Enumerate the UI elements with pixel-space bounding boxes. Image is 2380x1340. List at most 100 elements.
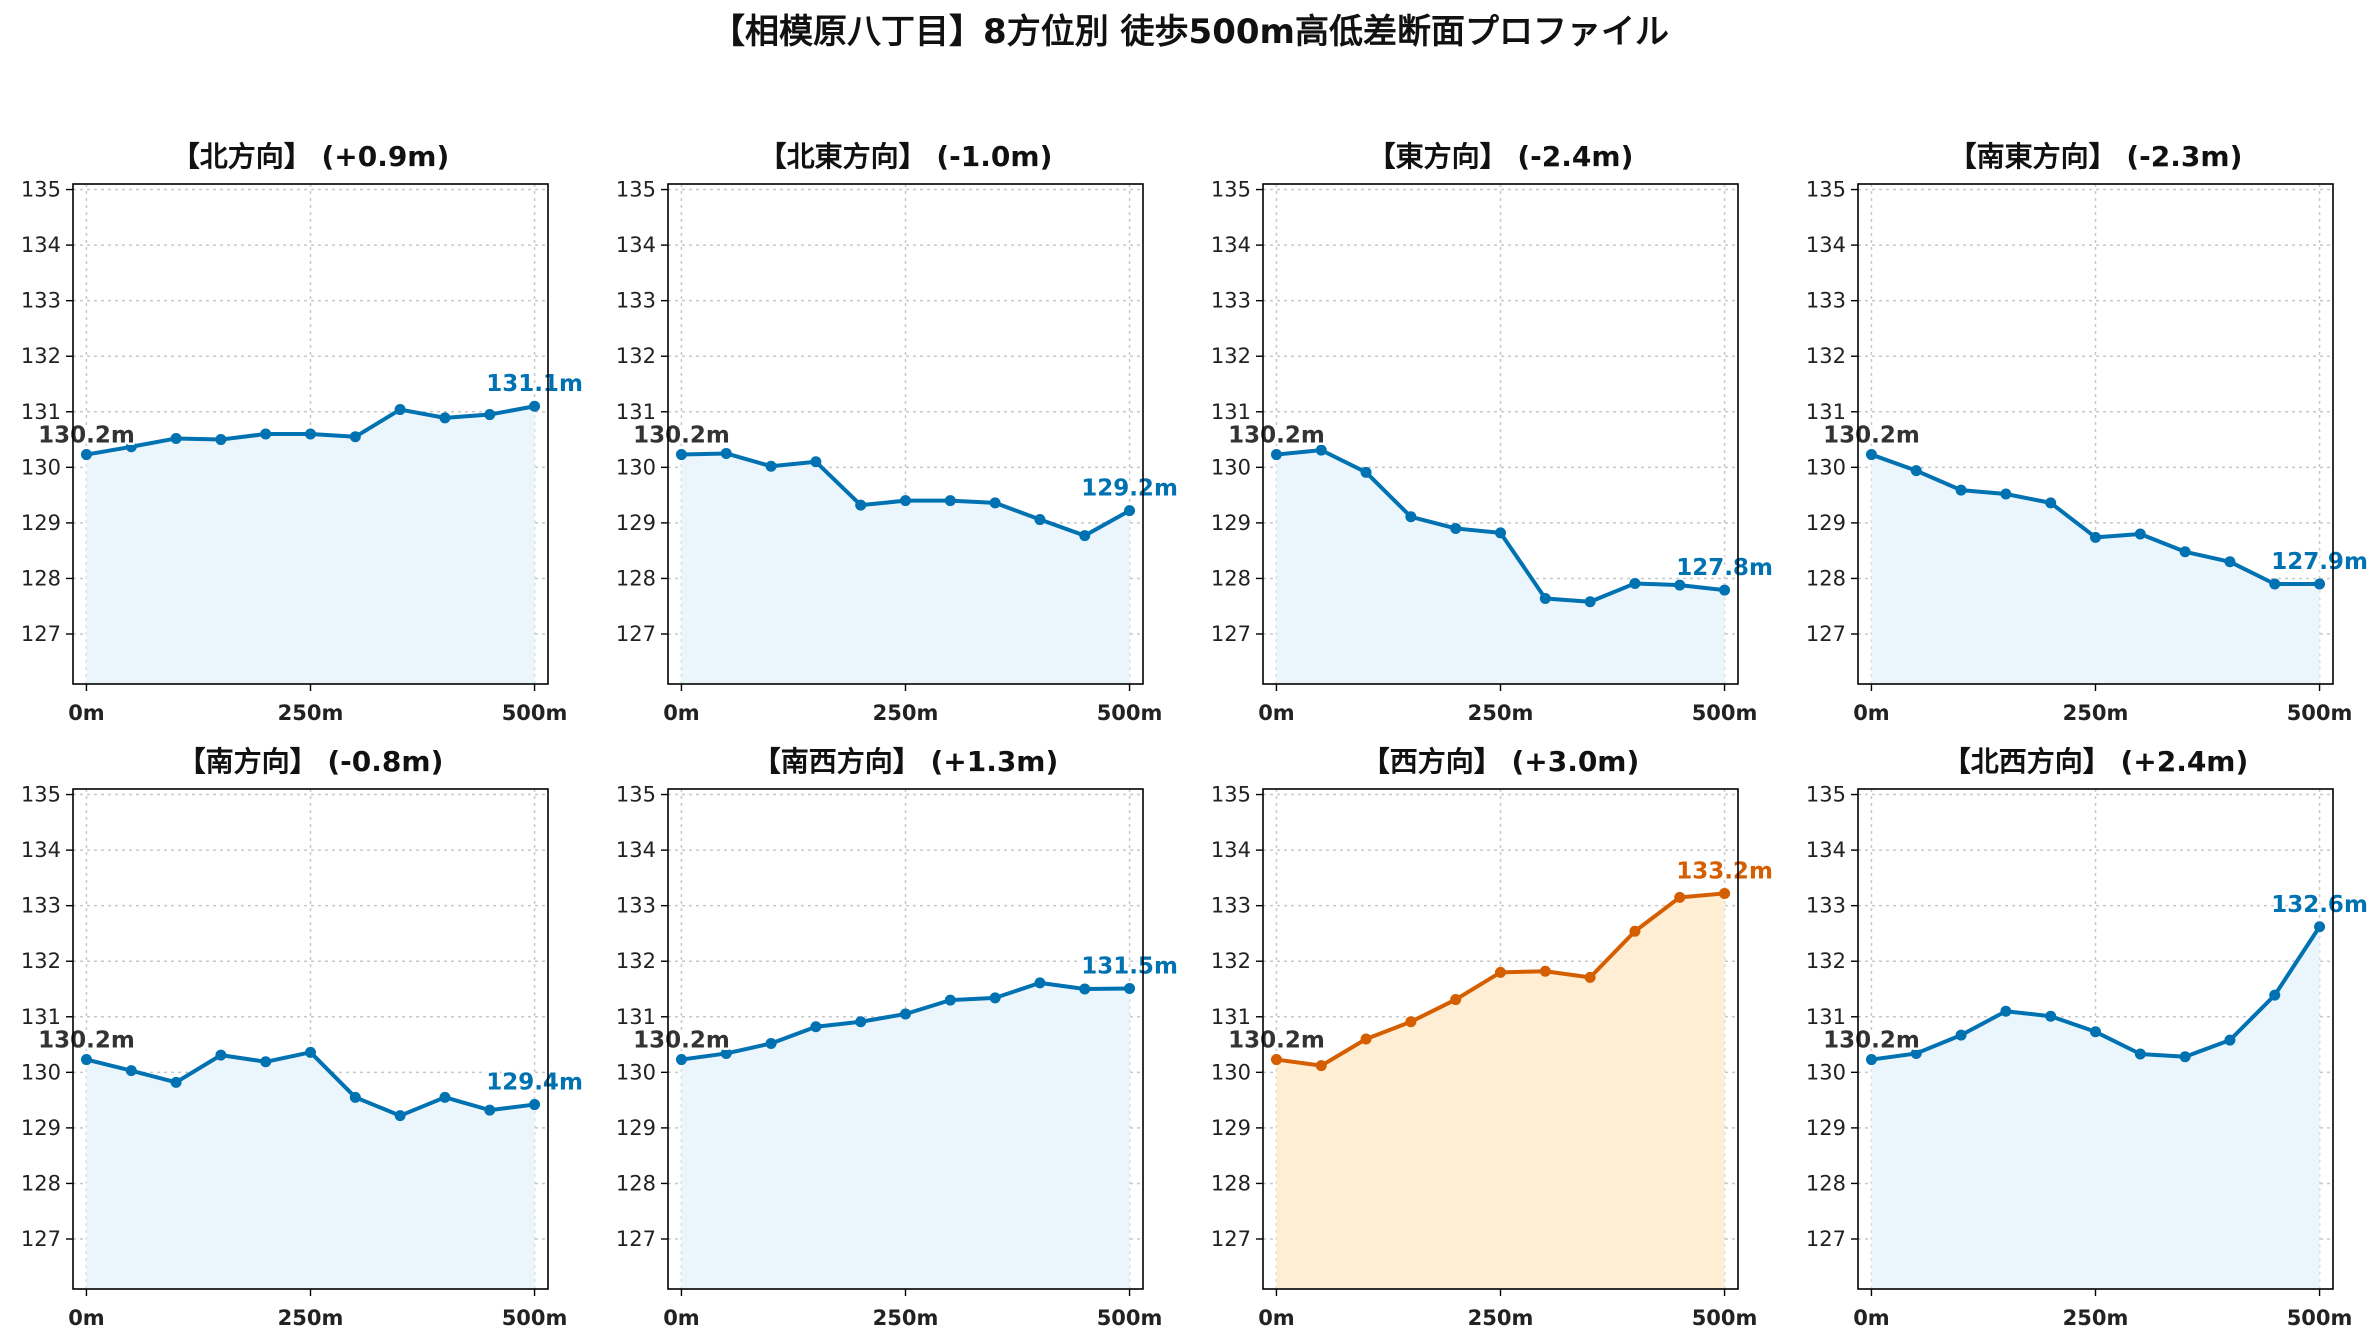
- y-tick-label: 129: [21, 1116, 61, 1140]
- x-tick-label: 0m: [1853, 701, 1890, 725]
- data-point: [1629, 577, 1641, 589]
- data-point: [1315, 1060, 1327, 1072]
- y-tick-label: 128: [1806, 566, 1846, 590]
- data-point: [305, 428, 316, 440]
- y-tick-label: 133: [21, 289, 61, 313]
- y-tick-label: 133: [616, 894, 656, 918]
- start-elevation-label: 130.2m: [1823, 423, 1920, 449]
- y-tick-label: 135: [616, 783, 656, 807]
- elevation-area: [86, 1052, 535, 1289]
- data-point: [2000, 488, 2012, 500]
- data-point: [1405, 511, 1417, 523]
- data-point: [855, 1016, 867, 1028]
- elevation-area: [86, 406, 535, 684]
- data-point: [2090, 1026, 2101, 1038]
- x-tick-label: 0m: [1258, 1306, 1295, 1330]
- data-point: [1450, 522, 1462, 534]
- subplot-8: 【北西方向】 (+2.4m) 130.2m 132.6m 127 128 129 130 13…: [1806, 745, 2371, 1330]
- y-tick-label: 134: [21, 838, 61, 862]
- data-point: [1079, 530, 1091, 542]
- elevation-area: [681, 453, 1130, 684]
- elevation-area: [681, 982, 1130, 1289]
- y-tick-label: 127: [1211, 1227, 1251, 1251]
- data-point: [675, 449, 687, 461]
- y-tick-label: 130: [1806, 455, 1846, 479]
- data-point: [989, 497, 1001, 509]
- y-tick-label: 129: [21, 511, 61, 535]
- data-point: [1079, 983, 1091, 995]
- data-point: [215, 434, 227, 446]
- y-tick-label: 135: [1211, 783, 1251, 807]
- x-tick-label: 0m: [663, 1306, 700, 1330]
- data-point: [1865, 1054, 1877, 1066]
- y-tick-label: 130: [21, 1060, 61, 1084]
- data-point: [2314, 921, 2326, 933]
- y-tick-label: 128: [21, 1171, 61, 1195]
- end-elevation-label: 127.8m: [1676, 555, 1773, 581]
- x-tick-label: 500m: [502, 701, 568, 725]
- data-point: [349, 1091, 361, 1103]
- data-point: [1450, 994, 1462, 1006]
- y-tick-label: 130: [1211, 1060, 1251, 1084]
- x-tick-label: 0m: [68, 1306, 105, 1330]
- data-point: [1719, 584, 1731, 596]
- y-tick-label: 129: [616, 511, 656, 535]
- y-tick-label: 134: [1806, 838, 1846, 862]
- subplot-6: 【南西方向】 (+1.3m) 130.2m 131.5m 127 128 129 130 13…: [616, 745, 1181, 1330]
- x-tick-label: 250m: [873, 1306, 939, 1330]
- data-point: [1719, 887, 1731, 899]
- y-tick-label: 130: [1211, 455, 1251, 479]
- data-point: [1495, 966, 1506, 978]
- data-point: [1674, 891, 1686, 903]
- data-point: [1539, 592, 1551, 604]
- y-tick-label: 127: [1211, 622, 1251, 646]
- subplot-title: 【北東方向】 (-1.0m): [759, 140, 1053, 173]
- y-tick-label: 132: [1806, 949, 1846, 973]
- subplot-title: 【西方向】 (+3.0m): [1362, 745, 1640, 778]
- y-tick-label: 128: [1806, 1171, 1846, 1195]
- end-elevation-label: 127.9m: [2271, 549, 2368, 575]
- x-tick-label: 500m: [1097, 1306, 1163, 1330]
- start-elevation-label: 130.2m: [1823, 1028, 1920, 1054]
- y-tick-label: 135: [616, 178, 656, 202]
- data-point: [260, 428, 272, 440]
- y-tick-label: 129: [616, 1116, 656, 1140]
- data-point: [1034, 977, 1046, 989]
- start-elevation-label: 130.2m: [1228, 1028, 1325, 1054]
- y-tick-label: 134: [1806, 233, 1846, 257]
- data-point: [1539, 965, 1551, 977]
- y-tick-label: 133: [616, 289, 656, 313]
- x-tick-label: 250m: [1468, 701, 1534, 725]
- x-tick-label: 500m: [2287, 701, 2353, 725]
- y-tick-label: 135: [1806, 783, 1846, 807]
- y-tick-label: 133: [1806, 289, 1846, 313]
- data-point: [2134, 528, 2146, 540]
- y-tick-label: 128: [1211, 566, 1251, 590]
- y-tick-label: 128: [1211, 1171, 1251, 1195]
- subplot-1: 【北方向】 (+0.9m) 130.2m 131.1m 127 128 129 130 131…: [21, 140, 586, 725]
- elevation-area: [1276, 450, 1725, 684]
- data-point: [1315, 444, 1327, 456]
- data-point: [1495, 527, 1506, 539]
- y-tick-label: 130: [616, 1060, 656, 1084]
- data-point: [439, 412, 451, 424]
- data-point: [1270, 1054, 1282, 1066]
- x-tick-label: 500m: [1692, 1306, 1758, 1330]
- y-tick-label: 135: [1211, 178, 1251, 202]
- data-point: [260, 1056, 272, 1068]
- y-tick-label: 132: [616, 344, 656, 368]
- data-point: [529, 400, 541, 412]
- subplot-7: 【西方向】 (+3.0m) 130.2m 133.2m 127 128 129 130 131…: [1211, 745, 1776, 1330]
- start-elevation-label: 130.2m: [1228, 423, 1325, 449]
- y-tick-label: 128: [616, 1171, 656, 1195]
- subplot-title: 【南東方向】 (-2.3m): [1949, 140, 2243, 173]
- y-tick-label: 134: [1211, 233, 1251, 257]
- y-tick-label: 131: [21, 1005, 61, 1029]
- y-tick-label: 134: [616, 838, 656, 862]
- data-point: [394, 1110, 406, 1122]
- subplot-5: 【南方向】 (-0.8m) 130.2m 129.4m 127 128 129 130 131…: [21, 745, 586, 1330]
- y-tick-label: 135: [21, 178, 61, 202]
- x-tick-label: 500m: [2287, 1306, 2353, 1330]
- data-point: [1584, 971, 1596, 983]
